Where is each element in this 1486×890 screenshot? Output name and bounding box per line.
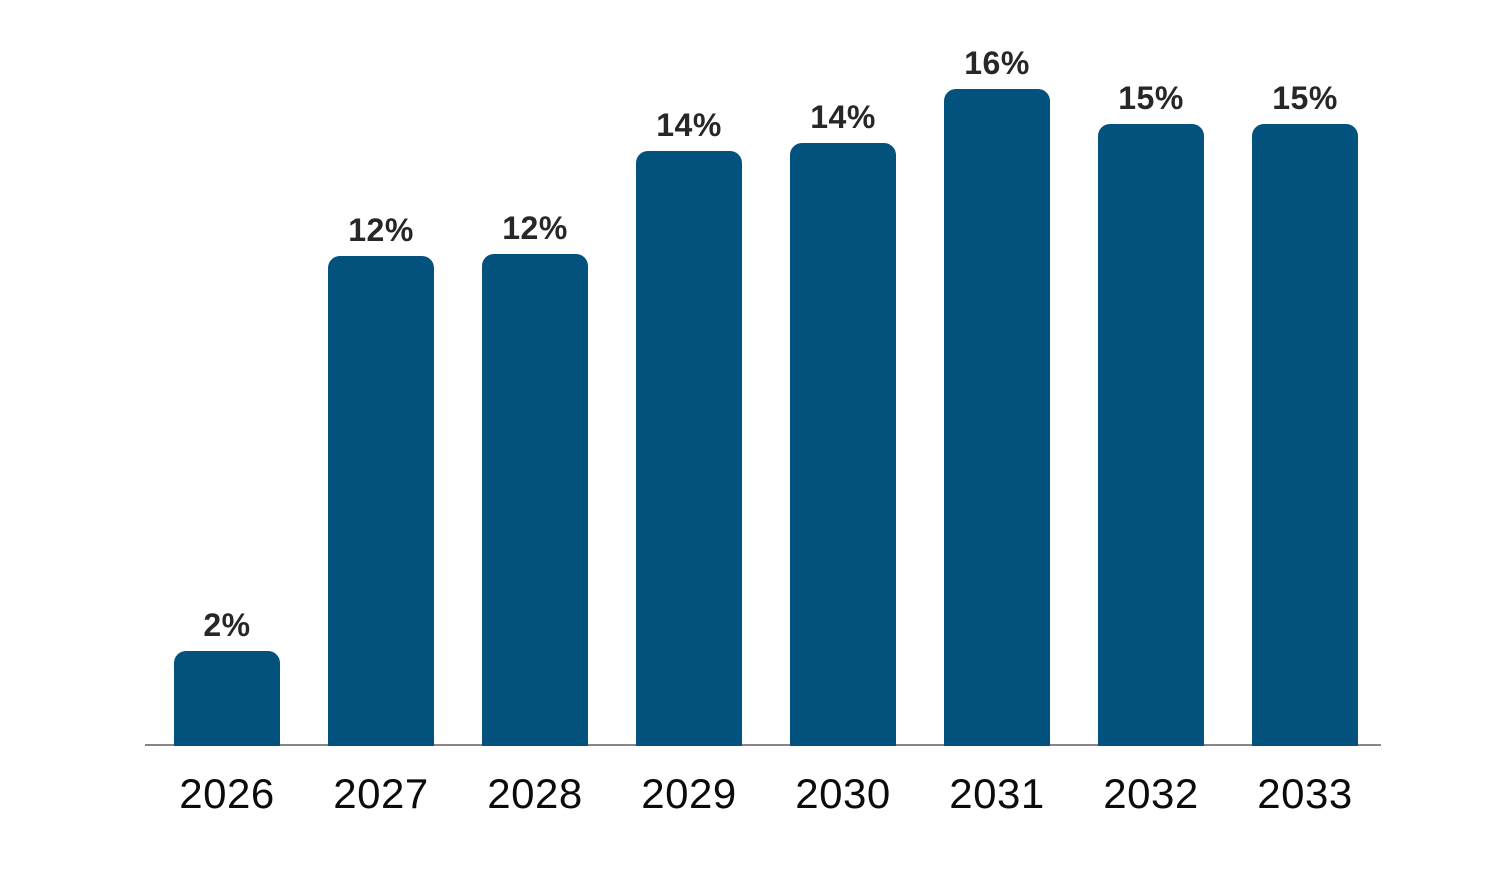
- bar-2033: [1252, 124, 1358, 746]
- x-tick-label-2027: 2027: [333, 770, 429, 817]
- value-label-2031: 16%: [964, 45, 1030, 81]
- bar-column-2032: 15%: [1074, 0, 1228, 746]
- value-label-2033: 15%: [1272, 80, 1338, 116]
- bar-2030: [790, 143, 896, 746]
- bar-column-2029: 14%: [612, 0, 766, 746]
- x-tick-label-2026: 2026: [179, 770, 275, 817]
- bar-2029: [636, 151, 742, 746]
- value-label-2027: 12%: [348, 212, 414, 248]
- value-label-2029: 14%: [656, 107, 722, 143]
- x-tick-label-2030: 2030: [795, 770, 891, 817]
- x-axis-labels: 2026 2027 2028 2029 2030 2031 2032 2033: [150, 770, 1382, 818]
- bar-column-2026: 2%: [150, 0, 304, 746]
- x-tick-label-2032: 2032: [1103, 770, 1199, 817]
- x-tick-label-2029: 2029: [641, 770, 737, 817]
- plot-area: 2% 12% 12% 14% 14% 16% 15% 15%: [150, 0, 1382, 746]
- bar-2027: [328, 256, 434, 746]
- x-tick-label-2028: 2028: [487, 770, 583, 817]
- bar-column-2033: 15%: [1228, 0, 1382, 746]
- bar-column-2031: 16%: [920, 0, 1074, 746]
- value-label-2030: 14%: [810, 99, 876, 135]
- x-tick-label-2033: 2033: [1257, 770, 1353, 817]
- bar-2028: [482, 254, 588, 746]
- value-label-2032: 15%: [1118, 80, 1184, 116]
- bar-column-2027: 12%: [304, 0, 458, 746]
- bar-2031: [944, 89, 1050, 746]
- bar-column-2030: 14%: [766, 0, 920, 746]
- value-label-2026: 2%: [203, 607, 251, 643]
- bar-2026: [174, 651, 280, 746]
- bar-2032: [1098, 124, 1204, 746]
- value-label-2028: 12%: [502, 210, 568, 246]
- bar-column-2028: 12%: [458, 0, 612, 746]
- x-tick-label-2031: 2031: [949, 770, 1045, 817]
- x-axis-line: [145, 744, 1381, 746]
